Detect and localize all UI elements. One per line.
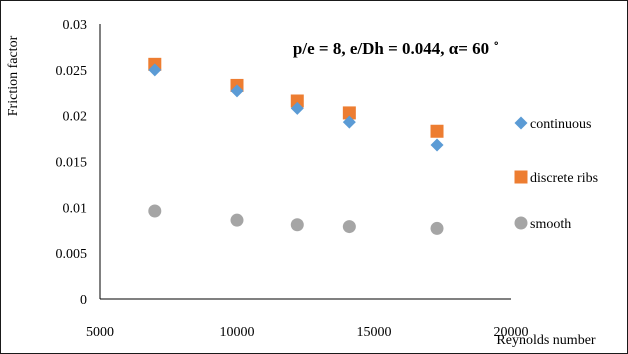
- x-tick-labels: 5000 10000 15000 20000: [86, 325, 529, 340]
- data-point-smooth: [148, 204, 162, 218]
- y-tick-label: 0.01: [63, 201, 88, 216]
- data-point-discrete-ribs: [290, 94, 304, 108]
- legend-marker-continuous: [514, 116, 528, 130]
- data-point-smooth: [430, 221, 444, 235]
- data-point-continuous: [230, 84, 244, 98]
- legend-label-discrete-ribs: discrete ribs: [530, 171, 598, 186]
- data-point-smooth: [230, 213, 244, 227]
- legend-marker-discrete-ribs: [514, 170, 528, 184]
- data-point-continuous: [148, 63, 162, 77]
- legend: continuous discrete ribs smooth: [514, 116, 598, 232]
- y-tick-label: 0.005: [56, 247, 88, 262]
- data-point-discrete-ribs: [430, 124, 444, 138]
- data-point-continuous: [342, 115, 356, 129]
- y-tick-label: 0.02: [63, 110, 88, 125]
- x-tick-label: 10000: [220, 325, 255, 340]
- legend-label-smooth: smooth: [530, 217, 571, 232]
- chart-title: p/e = 8, e/Dh = 0.044, α= 60 ˚: [293, 39, 499, 58]
- legend-label-continuous: continuous: [530, 117, 591, 132]
- data-points: [148, 57, 444, 235]
- data-point-smooth: [290, 218, 304, 232]
- y-tick-label: 0.015: [56, 156, 88, 171]
- y-tick-labels: 0 0.005 0.01 0.015 0.02 0.025 0.03: [56, 18, 88, 308]
- legend-marker-smooth: [514, 216, 528, 230]
- y-axis-label: Friction factor: [6, 35, 21, 116]
- data-point-discrete-ribs: [342, 106, 356, 120]
- data-point-continuous: [290, 101, 304, 115]
- x-axis-label: Reynolds number: [496, 333, 595, 348]
- y-tick-label: 0.025: [56, 64, 88, 79]
- x-tick-label: 15000: [357, 325, 392, 340]
- y-tick-label: 0: [80, 293, 87, 308]
- data-point-continuous: [430, 138, 444, 152]
- x-tick-label: 20000: [494, 325, 529, 340]
- data-point-smooth: [342, 220, 356, 234]
- x-tick-label: 5000: [86, 325, 114, 340]
- y-tick-label: 0.03: [63, 18, 88, 33]
